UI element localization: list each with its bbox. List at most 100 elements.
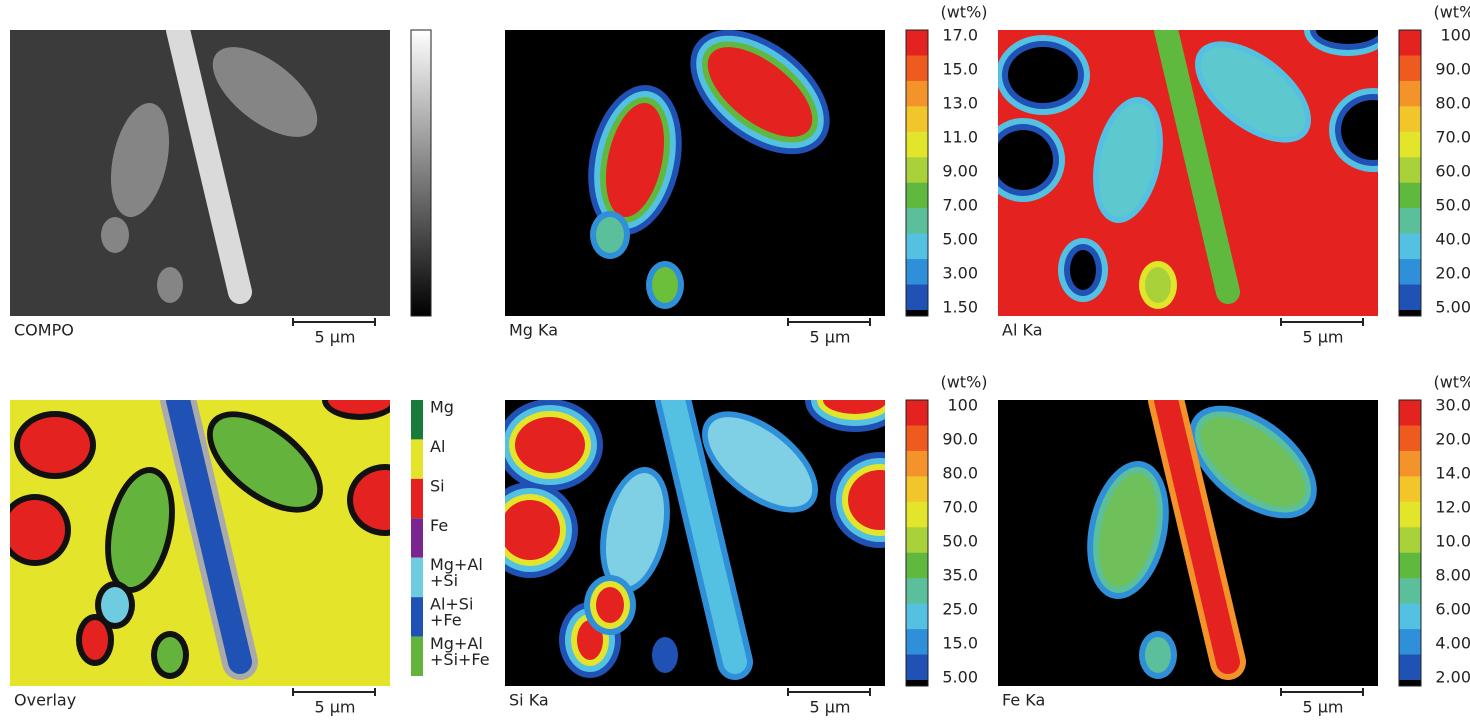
colorbar-tick-label: 2.00 (1435, 668, 1470, 687)
colorbar-tick-label: 20.0 (1435, 264, 1470, 283)
panel-label: Overlay (14, 691, 76, 710)
scale-label: 5 µm (1302, 698, 1343, 717)
grain (515, 417, 585, 473)
map-image (505, 30, 885, 316)
legend-swatch (411, 597, 423, 637)
colorbar-tick-label: 100 (1440, 26, 1470, 45)
scale-bar (292, 318, 376, 326)
legend-label: Mg+Al (430, 555, 483, 574)
colorbar-segment (1399, 578, 1421, 605)
grain (353, 470, 390, 530)
unit-label: (wt%) (1433, 373, 1470, 392)
colorbar-tick-label: 12.0 (1435, 498, 1470, 517)
grain (212, 417, 318, 507)
legend-label: Mg (430, 398, 454, 417)
colorbar-segment (1399, 527, 1421, 554)
colorbar-segment (1399, 284, 1421, 311)
grain (596, 587, 624, 623)
grain (707, 47, 813, 137)
scale-bar (1280, 688, 1364, 696)
colorbar-tick-label: 14.0 (1435, 464, 1470, 483)
colorbar-segment (1399, 80, 1421, 107)
legend-swatch (411, 557, 423, 598)
colorbar-base (1399, 680, 1421, 686)
grain (823, 400, 885, 414)
colorbar-tick-label: 10.0 (1435, 532, 1470, 551)
colorbar-segment (906, 603, 928, 630)
colorbar-segment (1399, 654, 1421, 681)
map-content (10, 400, 390, 686)
colorbar-tick-label: 90.0 (1435, 60, 1470, 79)
grain (1145, 637, 1171, 673)
grain (157, 267, 183, 303)
legend-label: Al+Si (430, 595, 473, 614)
panel-label: Si Ka (509, 691, 549, 710)
colorbar-frame (905, 29, 929, 317)
colorbar-tick-label: 25.0 (942, 600, 978, 619)
map-image (10, 400, 390, 686)
legend-swatch (411, 439, 423, 479)
colorbar-segment (906, 501, 928, 528)
grain (101, 217, 129, 253)
map-content (10, 30, 390, 316)
grain (848, 470, 885, 530)
panel-label: Fe Ka (1002, 691, 1045, 710)
colorbar-tick-label: 11.0 (942, 128, 978, 147)
colorbar-tick-label: 5.00 (942, 230, 978, 249)
colorbar-base (906, 680, 928, 686)
colorbar-segment (1399, 476, 1421, 503)
grain (652, 637, 678, 673)
grain (652, 267, 678, 303)
scale-bar (787, 688, 871, 696)
grain (1200, 417, 1306, 507)
rod (166, 30, 252, 304)
grain (1341, 100, 1378, 160)
colorbar-tick-label: 90.0 (942, 430, 978, 449)
colorbar-segment (906, 527, 928, 554)
scale-label: 5 µm (314, 328, 355, 347)
colorbar-tick-label: 70.0 (1435, 128, 1470, 147)
colorbar-segment (1399, 552, 1421, 579)
colorbar-segment (1399, 30, 1421, 56)
legend-swatch (411, 636, 423, 676)
grain (110, 102, 170, 218)
colorbar-segment (906, 629, 928, 656)
colorbar-tick-label: 30.0 (1435, 396, 1470, 415)
colorbar-segment (1399, 603, 1421, 630)
colorbar-segment (906, 80, 928, 107)
colorbar-segment (906, 552, 928, 579)
legend-label: +Si (430, 571, 458, 590)
panel-label: Al Ka (1002, 321, 1043, 340)
colorbar-segment (906, 208, 928, 235)
colorbar-tick-label: 13.0 (942, 94, 978, 113)
colorbar-segment (906, 400, 928, 426)
scale-bar (292, 688, 376, 696)
grain (328, 400, 390, 414)
colorbar-tick-label: 15.0 (942, 634, 978, 653)
colorbar-tick-label: 70.0 (942, 498, 978, 517)
colorbar-segment (1399, 182, 1421, 209)
legend-label: Al (430, 437, 445, 456)
grain (605, 472, 665, 588)
colorbar-segment (906, 578, 928, 605)
grain (1008, 47, 1078, 103)
colorbar-tick-label: 17.0 (942, 26, 978, 45)
scale-label: 5 µm (314, 698, 355, 717)
colorbar-segment (1399, 501, 1421, 528)
colorbar-segment (906, 131, 928, 158)
grain (101, 587, 129, 623)
rod (661, 400, 747, 674)
grain (1070, 250, 1096, 290)
legend-label: Mg+Al (430, 634, 483, 653)
colorbar-tick-label: 8.00 (1435, 566, 1470, 585)
colorbar-tick-label: 15.0 (942, 60, 978, 79)
colorbar-segment (906, 157, 928, 184)
map-content (998, 400, 1378, 686)
colorbar-tick-label: 5.00 (1435, 298, 1470, 317)
colorbar-segment (1399, 55, 1421, 82)
colorbar-tick-label: 7.00 (942, 196, 978, 215)
colorbar-segment (906, 106, 928, 133)
colorbar-tick-label: 4.00 (1435, 634, 1470, 653)
